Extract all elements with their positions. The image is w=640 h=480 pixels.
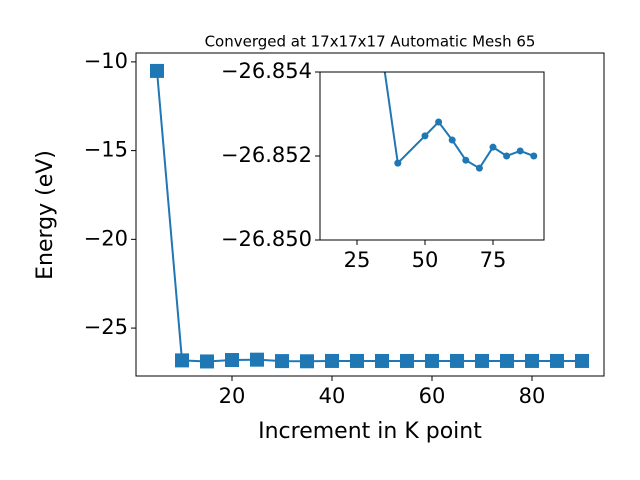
x-tick-label: 60: [419, 384, 446, 408]
x-tick-label: 25: [344, 248, 371, 272]
series: [150, 63, 589, 369]
marker: [400, 353, 414, 368]
chart-title: Converged at 17x17x17 Automatic Mesh 65: [205, 33, 536, 51]
marker: [525, 353, 539, 368]
y-tick-label: −26.852: [221, 143, 312, 167]
marker: [489, 143, 497, 151]
y-tick-label: −26.850: [221, 227, 312, 251]
marker: [250, 352, 264, 367]
series: [383, 72, 538, 172]
y-tick-label: −25: [84, 315, 128, 339]
marker: [325, 353, 339, 368]
marker: [575, 353, 589, 368]
marker: [150, 63, 164, 78]
marker: [550, 353, 564, 368]
marker: [350, 353, 364, 368]
marker: [375, 353, 389, 368]
marker: [450, 353, 464, 368]
axes: 25 50 75 −26.854 −26.852 −26.850: [221, 59, 545, 272]
x-tick-label: 40: [319, 384, 346, 408]
marker: [225, 353, 239, 368]
marker: [300, 354, 314, 369]
marker: [275, 354, 289, 369]
marker: [500, 353, 514, 368]
x-tick-label: 50: [412, 248, 439, 272]
marker: [448, 136, 456, 144]
marker: [435, 118, 443, 126]
x-tick-label: 75: [480, 248, 507, 272]
marker: [200, 354, 214, 369]
x-axis-label: Increment in K point: [258, 419, 482, 444]
y-tick-label: −20: [84, 226, 128, 250]
y-tick-label: −10: [84, 49, 128, 73]
marker: [530, 152, 538, 160]
marker: [516, 147, 524, 155]
axes-frame: [135, 52, 605, 377]
marker: [475, 164, 483, 172]
y-axis-label: Energy (eV): [33, 150, 58, 280]
plot-area: [320, 72, 544, 240]
marker: [175, 353, 189, 368]
marker: [475, 353, 489, 368]
marker: [425, 353, 439, 368]
axes-frame: [319, 71, 545, 241]
y-tick-label: −15: [84, 138, 128, 162]
marker: [421, 132, 429, 140]
x-tick-label: 80: [519, 384, 546, 408]
marker: [462, 156, 470, 164]
y-tick-label: −26.854: [221, 59, 312, 83]
x-tick-label: 20: [219, 384, 246, 408]
marker: [394, 159, 402, 167]
marker: [503, 152, 511, 160]
